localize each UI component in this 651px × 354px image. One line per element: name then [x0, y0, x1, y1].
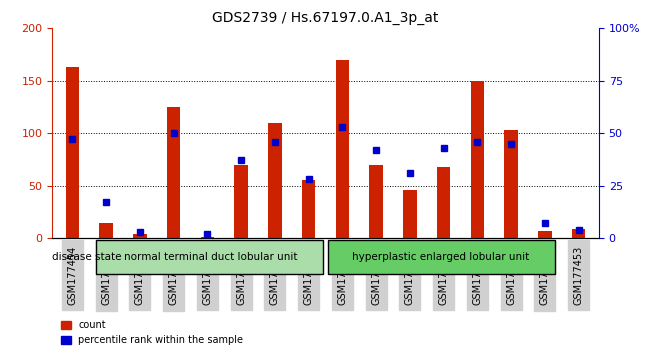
Bar — [369, 165, 383, 238]
Bar — [201, 237, 214, 238]
FancyBboxPatch shape — [96, 240, 323, 274]
Text: normal terminal duct lobular unit: normal terminal duct lobular unit — [124, 252, 298, 262]
Legend: count, percentile rank within the sample: count, percentile rank within the sample — [57, 316, 247, 349]
Bar — [572, 229, 585, 238]
Bar — [437, 167, 450, 238]
Text: disease state: disease state — [52, 252, 122, 262]
Bar — [505, 130, 518, 238]
Bar — [66, 67, 79, 238]
Bar — [100, 223, 113, 238]
Bar — [167, 107, 180, 238]
Bar — [234, 165, 248, 238]
Bar — [471, 81, 484, 238]
Bar — [403, 190, 417, 238]
Text: GDS2739 / Hs.67197.0.A1_3p_at: GDS2739 / Hs.67197.0.A1_3p_at — [212, 11, 439, 25]
Bar — [538, 231, 551, 238]
Text: hyperplastic enlarged lobular unit: hyperplastic enlarged lobular unit — [352, 252, 529, 262]
Bar — [133, 234, 146, 238]
Bar — [268, 123, 282, 238]
Bar — [336, 60, 349, 238]
FancyBboxPatch shape — [328, 240, 555, 274]
Bar — [302, 180, 315, 238]
